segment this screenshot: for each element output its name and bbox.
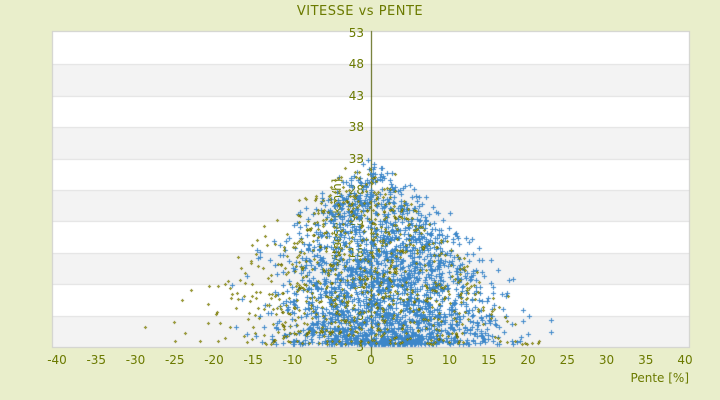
y-tick-label: 28: [348, 183, 364, 197]
y-tick-label: 3: [356, 340, 364, 354]
y-tick-label: 8: [356, 308, 364, 323]
y-tick-label: 43: [348, 88, 364, 103]
y-tick-label: 13: [348, 277, 364, 292]
y-tick-label: 48: [348, 57, 364, 72]
y-axis-title: Vitesse [km/h]: [330, 178, 344, 266]
y-tick-label: 38: [348, 120, 364, 135]
y-tick-label: 53: [348, 26, 364, 40]
y-tick-label: 18: [348, 245, 364, 260]
y-tick-label: 23: [348, 214, 364, 229]
chart-title: VITESSE vs PENTE: [296, 4, 424, 19]
y-tick-label: 33: [348, 151, 364, 166]
